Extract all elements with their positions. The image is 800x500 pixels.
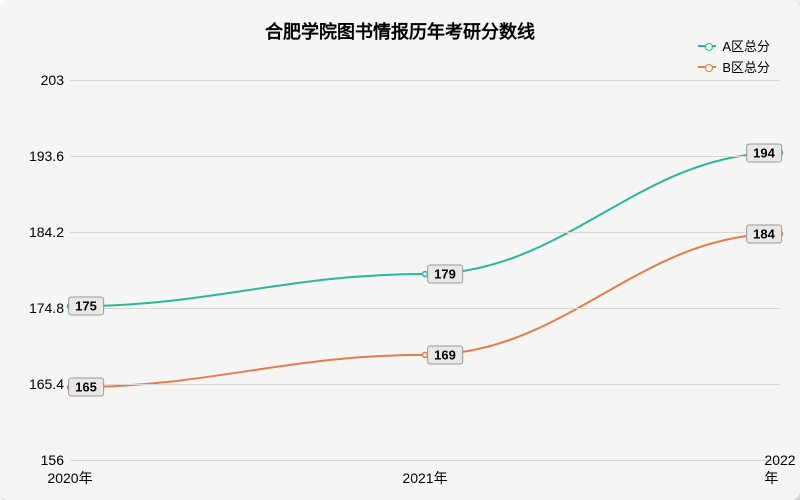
- point-label: 184: [746, 224, 782, 243]
- legend-label-a: A区总分: [722, 36, 770, 55]
- plot-area: 156165.4174.8184.2193.62032020年2021年2022…: [70, 80, 780, 460]
- y-tick-label: 193.6: [20, 148, 64, 164]
- legend-swatch-a: [698, 45, 716, 47]
- y-tick-label: 203: [20, 72, 64, 88]
- point-label: 165: [68, 378, 104, 397]
- point-label: 169: [427, 345, 463, 364]
- x-tick-label: 2021年: [402, 468, 447, 488]
- gridline: [70, 156, 780, 157]
- point-label: 179: [427, 265, 463, 284]
- legend-label-b: B区总分: [722, 57, 770, 76]
- gridline: [70, 308, 780, 309]
- y-tick-label: 156: [20, 452, 64, 468]
- series-line: [70, 234, 780, 388]
- gridline: [70, 80, 780, 81]
- chart-title: 合肥学院图书情报历年考研分数线: [0, 18, 800, 44]
- gridline: [70, 232, 780, 233]
- legend-swatch-b: [698, 66, 716, 68]
- y-tick-label: 174.8: [20, 300, 64, 316]
- chart-container: 合肥学院图书情报历年考研分数线 A区总分 B区总分 156165.4174.81…: [0, 0, 800, 500]
- legend: A区总分 B区总分: [698, 36, 770, 78]
- point-label: 175: [68, 297, 104, 316]
- y-tick-label: 184.2: [20, 224, 64, 240]
- x-tick-label: 2022年: [764, 452, 795, 488]
- gridline: [70, 460, 780, 461]
- y-tick-label: 165.4: [20, 376, 64, 392]
- series-line: [70, 153, 780, 307]
- legend-item-a: A区总分: [698, 36, 770, 55]
- legend-item-b: B区总分: [698, 57, 770, 76]
- x-tick-label: 2020年: [47, 468, 92, 488]
- chart-svg: [70, 80, 780, 460]
- point-label: 194: [746, 143, 782, 162]
- gridline: [70, 384, 780, 385]
